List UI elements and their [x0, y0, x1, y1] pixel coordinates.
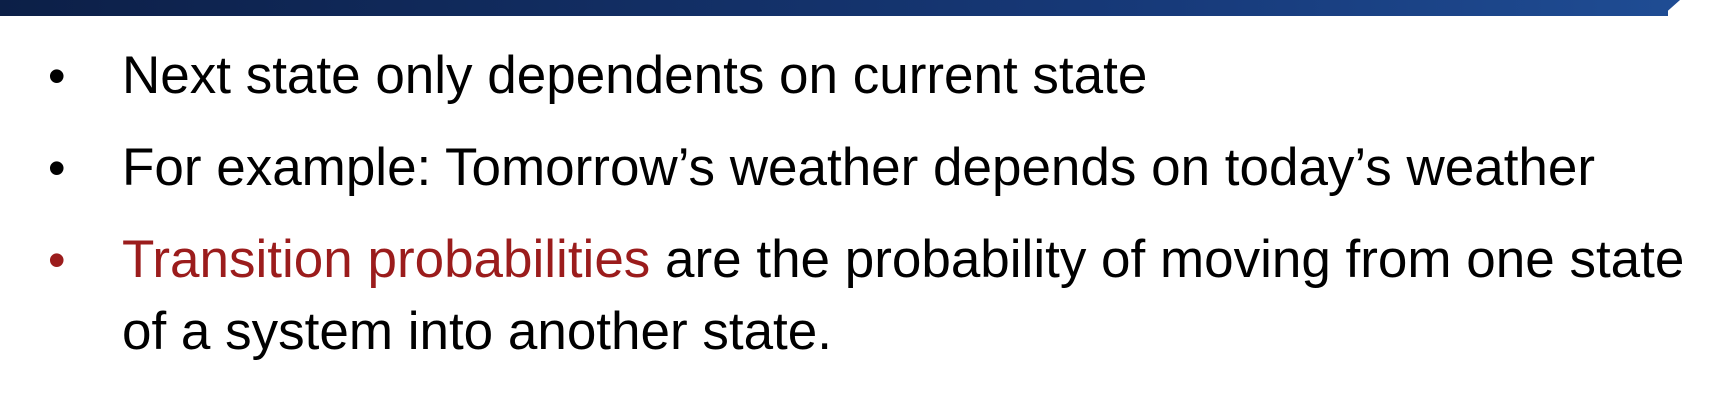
title-bar-decoration-tail — [1662, 0, 1680, 16]
bullet-icon: • — [48, 232, 66, 288]
bullet-item: • Next state only dependents on current … — [0, 40, 1736, 112]
highlighted-term: Transition probabilities — [122, 230, 651, 289]
bullet-list: • Next state only dependents on current … — [0, 40, 1736, 388]
bullet-item-highlighted: • Transition probabilities are the proba… — [0, 224, 1736, 368]
bullet-icon: • — [48, 140, 66, 196]
title-bar-decoration — [0, 0, 1668, 16]
bullet-item: • For example: Tomorrow’s weather depend… — [0, 132, 1736, 204]
bullet-icon: • — [48, 48, 66, 104]
bullet-text: For example: Tomorrow’s weather depends … — [122, 138, 1596, 197]
bullet-text: are the probability of moving from one s… — [122, 230, 1685, 361]
bullet-text: Next state only dependents on current st… — [122, 46, 1148, 105]
